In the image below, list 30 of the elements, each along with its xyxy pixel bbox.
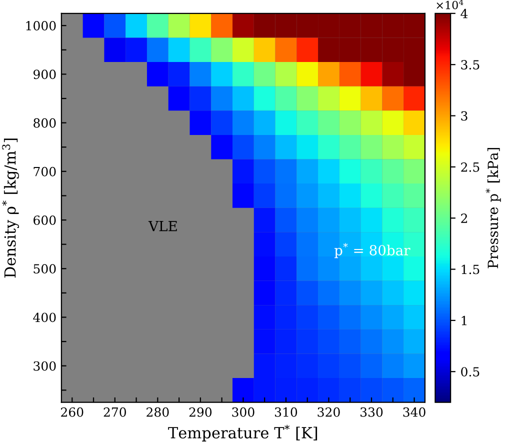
y-tick-label: 400 bbox=[33, 312, 56, 322]
x-tick-label: 280 bbox=[146, 407, 169, 417]
color-bar-title: Pressure p$^{*}$ [kPa] bbox=[486, 148, 501, 268]
color-bar-label: 1 bbox=[462, 316, 466, 326]
color-bar-label: 3.5 bbox=[461, 60, 480, 70]
x-tick-label: 340 bbox=[403, 407, 426, 417]
x-axis-title: Temperature T$^{*}$ [K] bbox=[168, 424, 318, 442]
y-tick-label: 300 bbox=[34, 361, 56, 371]
y-tick-label: 900 bbox=[34, 70, 56, 80]
y-tick-label: 1000 bbox=[26, 21, 56, 30]
y-tick-label: 600 bbox=[34, 215, 56, 225]
y-tick-label: 500 bbox=[34, 264, 56, 274]
color-bar-label: 2.5 bbox=[461, 162, 480, 172]
annotation: p$^{*}$ = 80bar bbox=[334, 242, 410, 258]
color-bar-label: 2 bbox=[461, 214, 468, 223]
x-tick-label: 310 bbox=[274, 407, 298, 417]
x-tick-label: 270 bbox=[104, 407, 126, 417]
color-bar-label: 4 bbox=[460, 8, 468, 18]
x-tick-label: 300 bbox=[232, 407, 254, 417]
color-bar-label: 0.5 bbox=[461, 367, 480, 377]
x-tick-label: 290 bbox=[189, 407, 212, 417]
y-tick-label: 700 bbox=[34, 166, 56, 176]
x-tick-label: 260 bbox=[61, 407, 84, 417]
color-bar-label: 1.5 bbox=[462, 264, 480, 274]
y-tick-label: 800 bbox=[34, 118, 56, 128]
annotation: VLE bbox=[148, 221, 177, 232]
x-tick-label: 330 bbox=[360, 407, 383, 417]
color-bar-label: 3 bbox=[461, 111, 468, 121]
x-tick-label: 320 bbox=[318, 407, 340, 417]
y-axis-title: Density ρ$^{*}$ [kg/m$^{3}$] bbox=[2, 138, 19, 278]
